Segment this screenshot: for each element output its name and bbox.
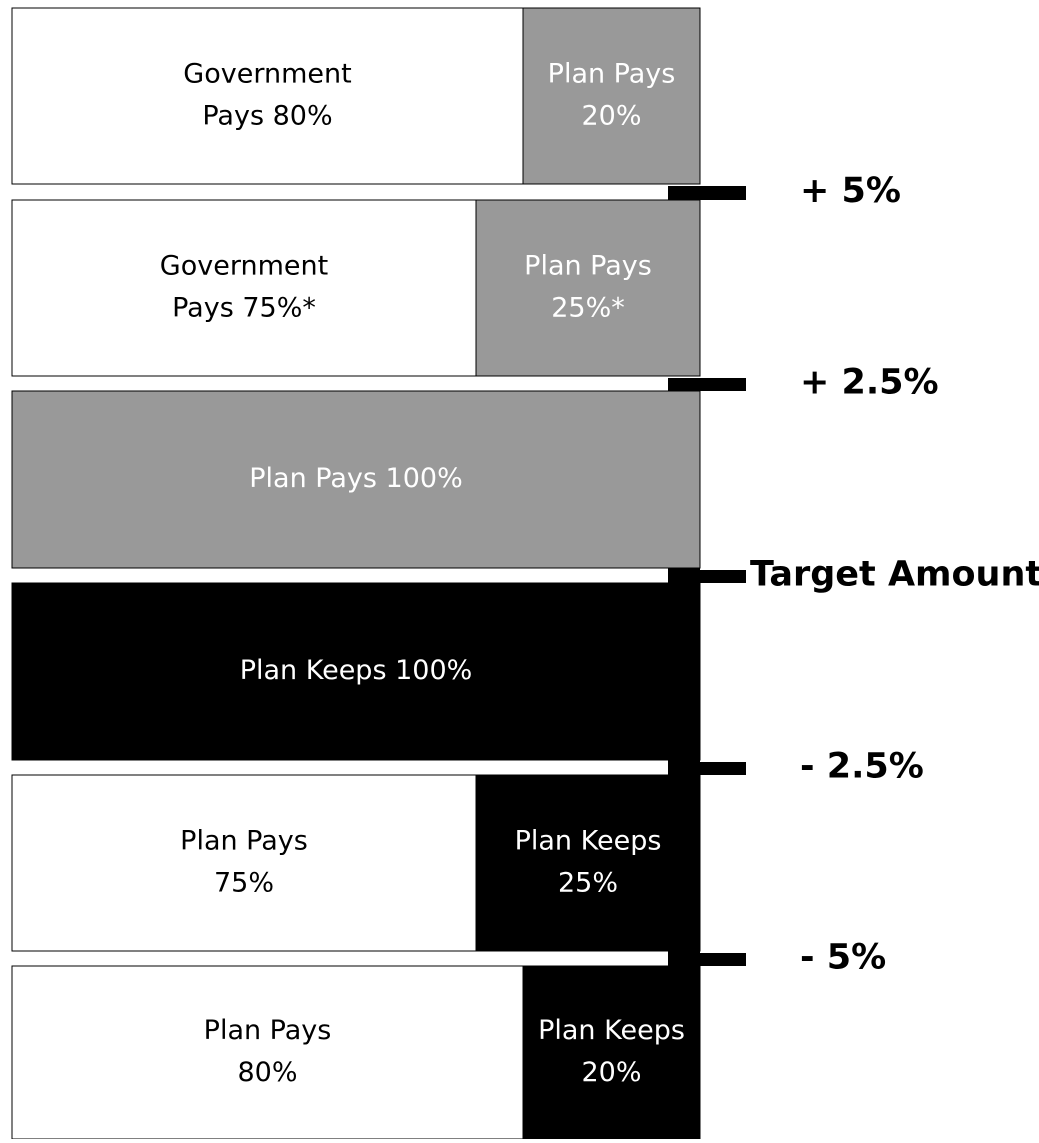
tick [668, 570, 746, 583]
tick [668, 186, 746, 200]
tick [668, 953, 746, 966]
threshold-label: + 5% [800, 171, 901, 211]
threshold-label: Target Amount [750, 555, 1039, 595]
tick [668, 378, 746, 391]
cell [11, 7, 524, 185]
cell-label: 20% [581, 1057, 641, 1088]
cell-label: Pays 80% [202, 101, 332, 132]
cell [475, 199, 701, 377]
cell-label: 25%* [551, 293, 625, 324]
cell-label: 25% [558, 868, 618, 899]
cell-label: Plan Pays [180, 826, 308, 857]
cell [475, 774, 701, 952]
cell [11, 774, 477, 952]
cell-label: Plan Pays [524, 251, 652, 282]
cell [11, 965, 524, 1140]
threshold-label: - 5% [800, 938, 886, 978]
cell-label: Plan Pays [204, 1015, 332, 1046]
cell-label: Plan Pays [548, 59, 676, 90]
cell-label: 20% [581, 101, 641, 132]
tick [668, 762, 746, 775]
cell-label: 75% [214, 868, 274, 899]
cell-label: Pays 75%* [172, 293, 316, 324]
cell [522, 7, 701, 185]
cell [11, 582, 701, 761]
cell-label: 80% [237, 1057, 297, 1088]
cell-label: Plan Keeps [538, 1015, 685, 1046]
cell-label: Government [183, 59, 351, 90]
cell-label: Government [160, 251, 328, 282]
cell-label: Plan Keeps [515, 826, 662, 857]
cell [522, 965, 701, 1140]
cell [11, 199, 477, 377]
threshold-label: - 2.5% [800, 747, 924, 787]
cell-label: Plan Pays 100% [249, 463, 462, 494]
cell [11, 390, 701, 569]
threshold-label: + 2.5% [800, 363, 939, 403]
cell-label: Plan Keeps 100% [240, 655, 473, 686]
